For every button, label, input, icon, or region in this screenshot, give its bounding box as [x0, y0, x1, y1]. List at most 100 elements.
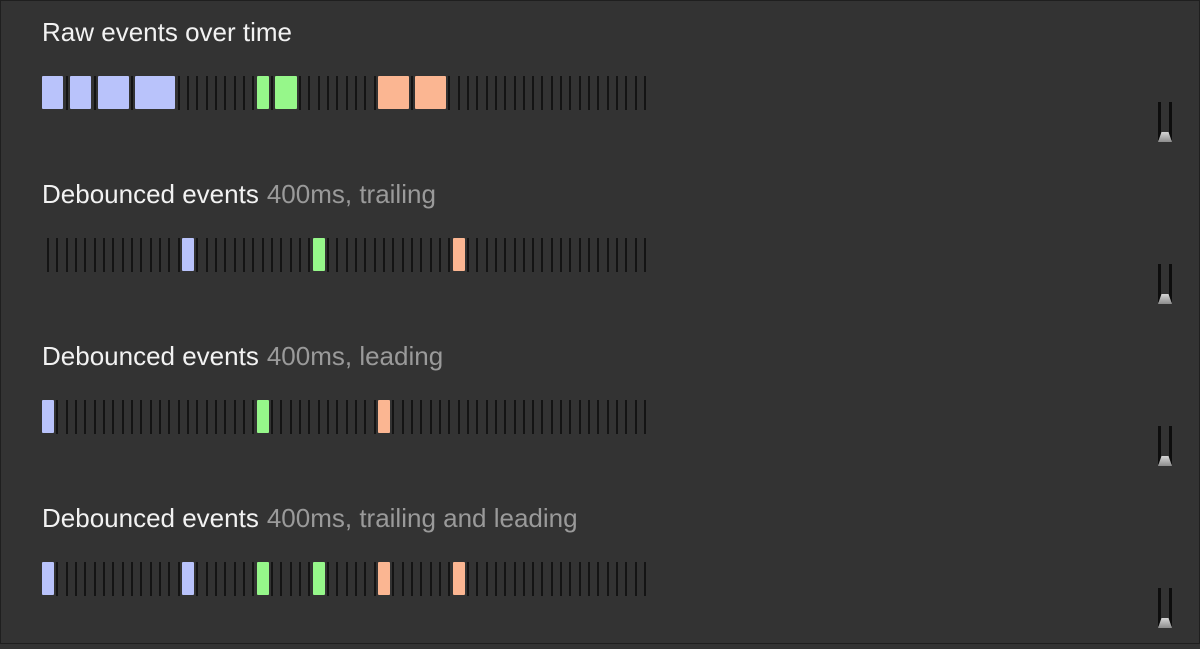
event-marker-blue — [42, 562, 54, 595]
panel-debounced-leading: Debounced events 400ms, leading — [1, 325, 1200, 487]
event-marker-green — [256, 562, 269, 595]
timeline-tick — [597, 400, 600, 434]
scroll-thumb[interactable] — [1158, 456, 1172, 466]
timeline-tick — [625, 76, 628, 110]
timeline-track — [1, 400, 1200, 470]
timeline-tick — [522, 400, 525, 434]
timeline-tick — [270, 562, 273, 596]
timeline-tick — [476, 76, 479, 110]
timeline-tick — [186, 400, 189, 434]
timeline-tick — [56, 238, 59, 272]
timeline-tick — [354, 562, 357, 596]
timeline-tick — [102, 400, 105, 434]
timeline-tick — [84, 238, 87, 272]
timeline-tick — [177, 238, 180, 272]
timeline-tick — [47, 238, 49, 272]
timeline-tick — [168, 400, 171, 434]
scroll-thumb[interactable] — [1158, 132, 1172, 142]
timeline-tick — [438, 238, 441, 272]
timeline-tick — [93, 562, 96, 596]
panel-title: Raw events over time — [42, 15, 300, 49]
timeline-tick — [448, 400, 451, 434]
scroll-handle[interactable] — [1157, 588, 1173, 630]
timeline-tick — [597, 238, 600, 272]
timeline-tick — [233, 76, 236, 110]
timeline-tick — [634, 400, 637, 434]
timeline-track — [1, 562, 1200, 632]
timeline-tick — [616, 400, 619, 434]
timeline-tick — [606, 238, 609, 272]
timeline-tick — [504, 238, 507, 272]
panel-title-main: Debounced events — [42, 503, 259, 533]
timeline-tick — [345, 238, 348, 272]
timeline-tick — [532, 562, 535, 596]
timeline-tick — [326, 562, 329, 596]
timeline-tick — [569, 400, 572, 434]
timeline-tick — [65, 238, 68, 272]
timeline-tick — [140, 238, 143, 272]
timeline-tick — [177, 76, 180, 110]
timeline-tick — [298, 76, 301, 110]
timeline-tick — [336, 562, 339, 596]
timeline-tick — [569, 562, 572, 596]
timeline-tick — [513, 562, 516, 596]
timeline-tick — [196, 562, 199, 596]
timeline-tick — [252, 238, 255, 272]
timeline-tick — [420, 400, 423, 434]
timeline-tick — [280, 238, 283, 272]
timeline-tick — [102, 562, 105, 596]
timeline-tick — [485, 400, 488, 434]
event-marker-orange — [424, 76, 437, 109]
timeline-tick — [541, 76, 544, 110]
timeline-tick — [634, 562, 637, 596]
timeline-tick — [242, 400, 245, 434]
panel-title-sub: 400ms, trailing and leading — [266, 503, 578, 533]
timeline-tick — [326, 76, 329, 110]
scroll-thumb[interactable] — [1158, 618, 1172, 628]
timeline-tick — [74, 562, 77, 596]
timeline-tick — [252, 76, 255, 110]
timeline-tick — [121, 238, 124, 272]
timeline-tick — [420, 238, 423, 272]
timeline-tick — [588, 562, 591, 596]
timeline-tick — [364, 76, 367, 110]
scroll-thumb[interactable] — [1158, 294, 1172, 304]
event-marker-blue — [181, 238, 194, 271]
panel-title-main: Debounced events — [42, 341, 259, 371]
timeline-tick — [102, 238, 105, 272]
timeline-tick — [616, 238, 619, 272]
timeline-tick — [308, 400, 311, 434]
timeline-tick — [373, 238, 376, 272]
timeline-tick — [578, 238, 581, 272]
timeline-tick — [168, 562, 171, 596]
scroll-handle[interactable] — [1157, 102, 1173, 144]
timeline-tick — [588, 76, 591, 110]
scroll-handle[interactable] — [1157, 426, 1173, 468]
timeline-tick — [550, 562, 553, 596]
timeline-tick — [214, 562, 217, 596]
timeline-tick — [392, 562, 395, 596]
scroll-handle[interactable] — [1157, 264, 1173, 306]
timeline-tick — [56, 400, 59, 434]
timeline-tick — [625, 562, 628, 596]
timeline-tick — [177, 400, 180, 434]
event-marker-blue — [69, 76, 82, 109]
timeline-tick — [289, 238, 292, 272]
timeline-tick — [270, 400, 273, 434]
timeline-tick — [158, 400, 161, 434]
timeline-tick — [65, 562, 68, 596]
timeline-tick — [65, 400, 68, 434]
timeline-tick — [130, 76, 133, 110]
timeline-tick — [196, 238, 199, 272]
scroll-rail-left — [1158, 426, 1161, 464]
timeline-tick — [121, 400, 124, 434]
event-marker-orange — [452, 238, 465, 271]
timeline-tick — [65, 76, 68, 110]
timeline-tick — [186, 76, 189, 110]
event-marker-blue — [79, 76, 92, 109]
timeline-tick — [336, 400, 339, 434]
timeline-tick — [541, 400, 544, 434]
timeline-tick — [476, 562, 479, 596]
timeline-tick — [513, 76, 516, 110]
timeline-tick — [466, 76, 469, 110]
